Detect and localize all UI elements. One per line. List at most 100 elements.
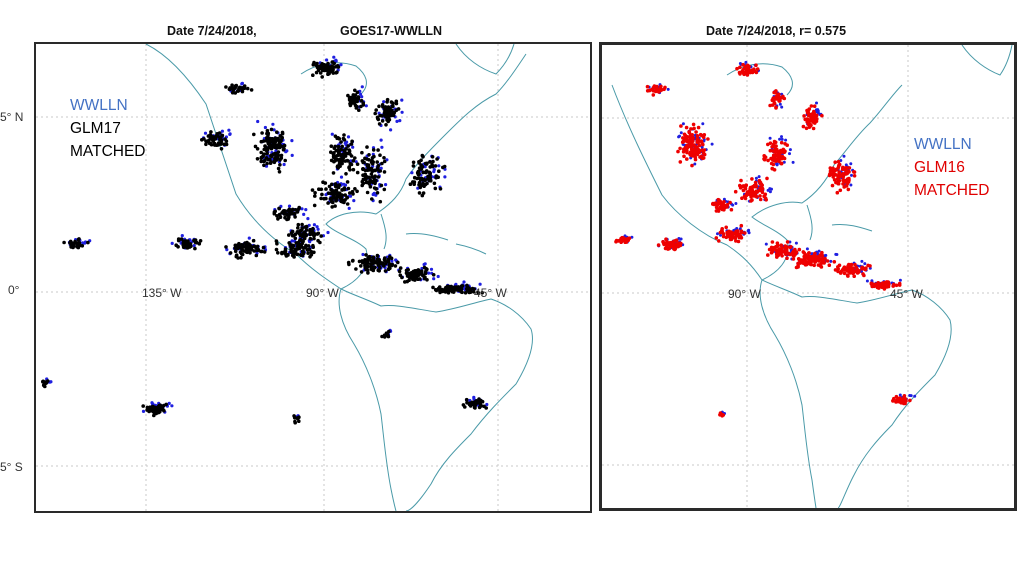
lightning-stroke	[753, 180, 758, 185]
lightning-stroke	[409, 275, 413, 280]
lightning-stroke	[301, 239, 305, 243]
lightning-stroke	[233, 249, 238, 253]
lightning-stroke	[265, 151, 269, 156]
lightning-stroke	[693, 144, 697, 149]
lightning-stroke	[252, 132, 256, 137]
lightning-stroke	[431, 273, 436, 277]
lightning-stroke	[327, 184, 332, 189]
lightning-stroke	[389, 100, 394, 104]
lightning-stroke	[316, 227, 320, 231]
lightning-stroke	[261, 245, 266, 250]
lightning-stroke	[366, 180, 370, 185]
lightning-stroke	[696, 125, 701, 130]
lightning-stroke	[785, 240, 790, 244]
lightning-stroke	[698, 132, 703, 137]
lightning-stroke	[290, 245, 295, 250]
lightning-stroke	[844, 184, 849, 188]
lightning-stroke	[329, 187, 333, 192]
lightning-stroke	[793, 252, 798, 256]
lightning-stroke	[312, 203, 317, 208]
lightning-stroke	[425, 278, 429, 282]
lightning-stroke	[860, 270, 863, 273]
lightning-stroke	[367, 153, 371, 157]
lightning-stroke	[332, 61, 337, 66]
lightning-stroke	[882, 285, 887, 290]
lightning-stroke	[468, 401, 473, 406]
lightning-stroke	[315, 225, 319, 229]
lightning-stroke	[239, 255, 243, 260]
lightning-stroke	[671, 242, 675, 246]
lightning-stroke	[791, 257, 796, 261]
lightning-stroke	[738, 65, 742, 70]
lightning-stroke	[862, 273, 866, 278]
lightning-stroke	[760, 189, 764, 193]
lightning-stroke	[141, 409, 146, 413]
lightning-stroke	[233, 246, 237, 250]
lightning-stroke	[420, 266, 424, 271]
lightning-stroke	[768, 103, 772, 108]
lightning-stroke	[765, 176, 769, 181]
lightning-stroke	[255, 147, 260, 151]
lightning-stroke	[842, 271, 847, 276]
lightning-stroke	[385, 97, 390, 102]
lightning-stroke	[682, 132, 687, 137]
lightning-stroke	[755, 67, 760, 71]
lightning-stroke	[665, 245, 669, 249]
lightning-stroke	[728, 200, 732, 205]
lightning-stroke	[838, 188, 843, 193]
lightning-stroke	[834, 180, 838, 185]
lightning-stroke	[330, 182, 334, 187]
lightning-stroke	[706, 137, 710, 141]
lightning-stroke	[654, 89, 658, 93]
lightning-stroke	[435, 157, 439, 161]
lightning-stroke	[773, 145, 777, 149]
lightning-stroke	[777, 247, 781, 252]
lightning-stroke	[711, 202, 715, 206]
lightning-stroke	[300, 207, 304, 211]
lightning-stroke	[223, 137, 227, 141]
lightning-stroke	[179, 237, 184, 241]
lightning-stroke	[750, 68, 754, 73]
lightning-stroke	[279, 153, 284, 158]
lightning-stroke	[295, 416, 299, 420]
lightning-stroke	[442, 164, 447, 169]
lightning-stroke	[377, 104, 381, 109]
lightning-stroke	[400, 98, 404, 102]
lightning-stroke	[278, 143, 282, 147]
lightning-stroke	[852, 274, 856, 278]
lightning-stroke	[816, 259, 821, 263]
lightning-stroke	[417, 161, 422, 165]
lightning-stroke	[804, 126, 809, 131]
lightning-stroke	[458, 286, 462, 290]
lightning-stroke	[333, 184, 338, 189]
lightning-stroke	[734, 202, 738, 205]
lightning-stroke	[721, 234, 726, 239]
lightning-stroke	[319, 187, 324, 192]
lightning-stroke	[294, 248, 298, 253]
lightning-stroke	[312, 250, 316, 255]
lightning-stroke	[782, 160, 786, 164]
lightning-stroke	[908, 398, 912, 403]
lightning-stroke	[382, 156, 386, 160]
lightning-stroke	[352, 199, 356, 203]
lightning-stroke	[312, 233, 317, 238]
lightning-stroke	[812, 104, 817, 108]
lightning-stroke	[308, 236, 313, 241]
lightning-stroke	[852, 170, 857, 174]
glm16-strokes	[614, 62, 912, 418]
lightning-stroke	[351, 145, 355, 149]
lightning-stroke	[310, 188, 315, 192]
lightning-stroke	[355, 170, 360, 175]
lightning-stroke	[785, 245, 789, 249]
lightning-stroke	[791, 249, 796, 253]
lightning-stroke	[837, 162, 842, 167]
lightning-stroke	[300, 226, 305, 230]
lightning-stroke	[256, 119, 260, 124]
lightning-stroke	[214, 143, 219, 147]
lightning-stroke	[817, 249, 821, 253]
lightning-stroke	[357, 108, 361, 112]
lightning-stroke	[376, 166, 380, 170]
lightning-stroke	[353, 187, 357, 191]
lightning-stroke	[771, 155, 776, 159]
lightning-stroke	[174, 243, 178, 247]
